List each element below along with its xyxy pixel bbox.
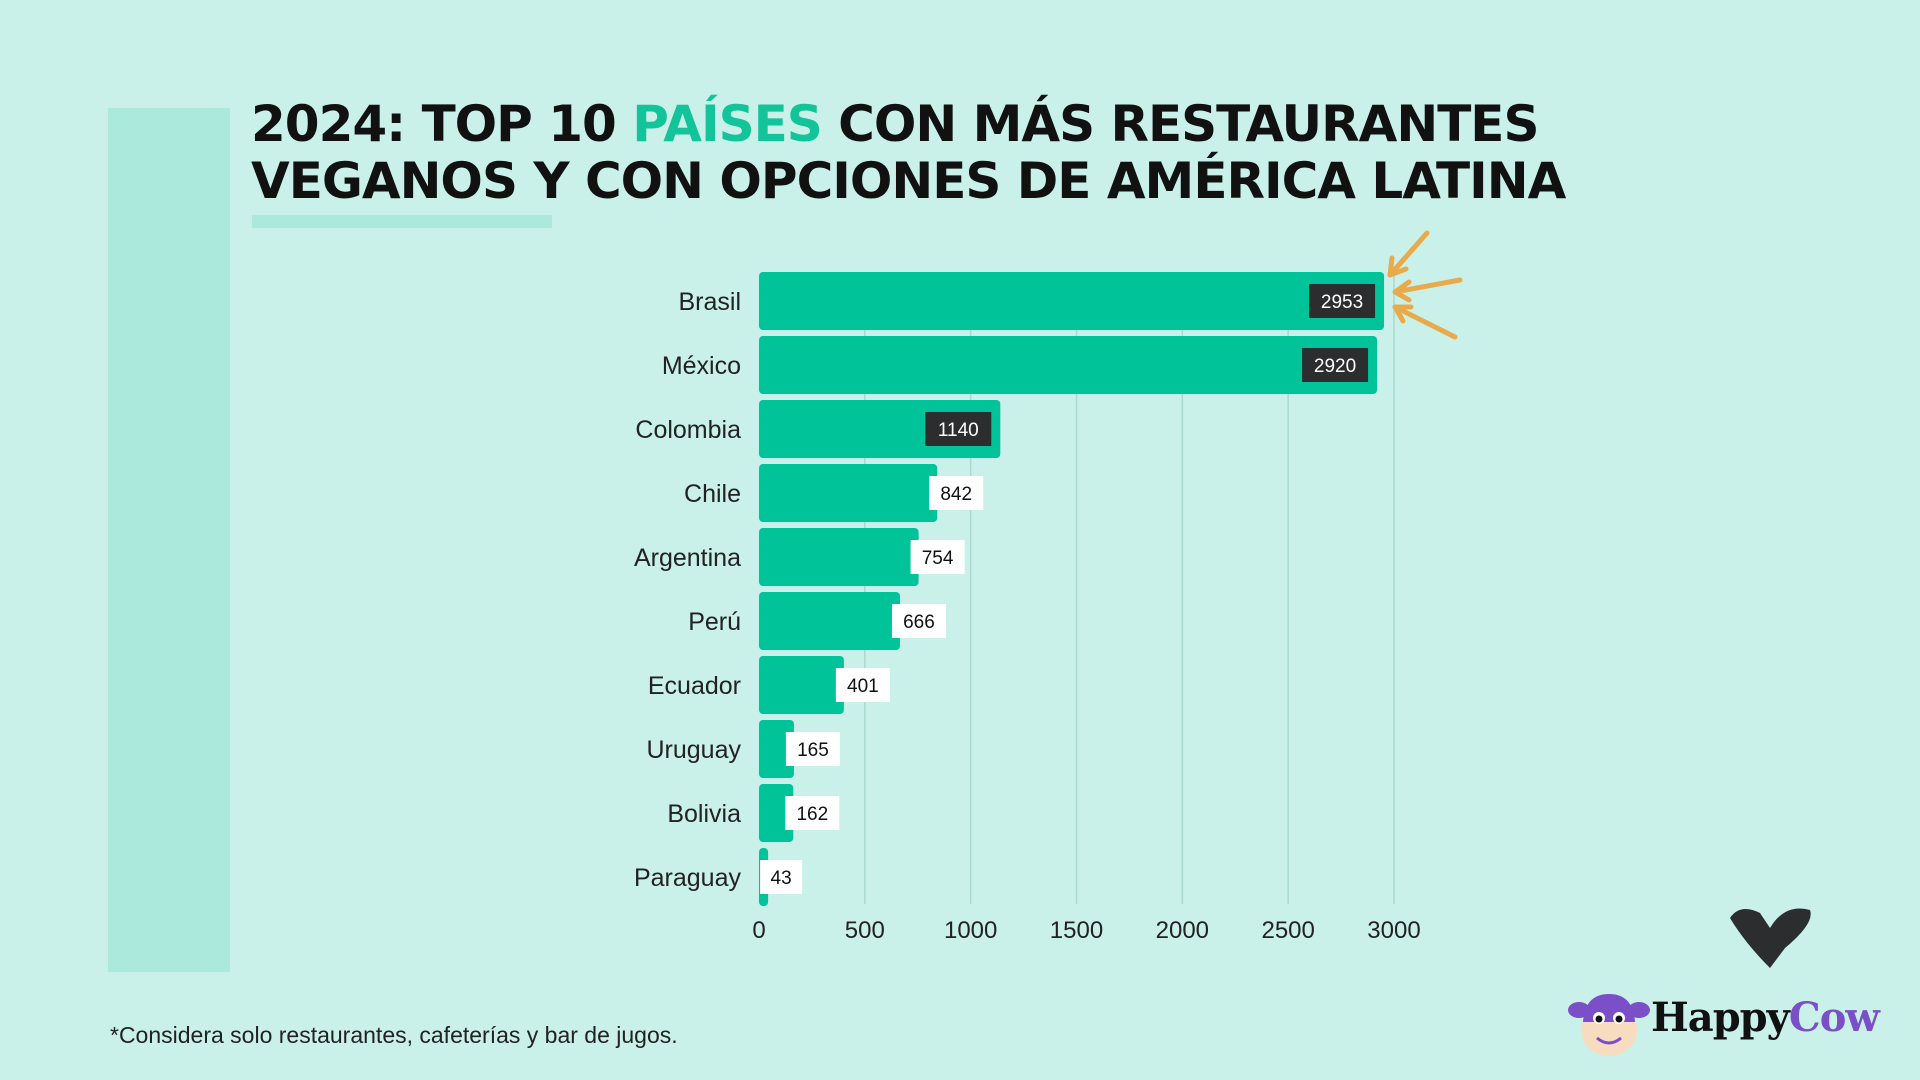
data-label-box bbox=[1302, 348, 1369, 382]
y-category-label: Perú bbox=[688, 608, 741, 636]
data-label: 165 bbox=[797, 740, 829, 761]
bar bbox=[759, 656, 844, 714]
happycow-logo: HappyCow bbox=[1567, 982, 1897, 1062]
logo-text: HappyCow bbox=[1651, 994, 1880, 1041]
x-tick-label: 2500 bbox=[1261, 917, 1314, 944]
bar bbox=[759, 784, 794, 842]
footnote: *Considera solo restaurantes, cafeterías… bbox=[110, 1022, 678, 1048]
data-label: 666 bbox=[903, 612, 935, 633]
data-label-box bbox=[891, 604, 946, 638]
title-text: 2024: TOP 10 bbox=[251, 95, 633, 153]
data-label: 2920 bbox=[1314, 356, 1356, 377]
y-category-label: Chile bbox=[684, 480, 741, 508]
x-tick-label: 2000 bbox=[1156, 917, 1209, 944]
y-category-label: Uruguay bbox=[647, 736, 742, 764]
data-label-box bbox=[835, 668, 890, 702]
x-tick-label: 0 bbox=[752, 917, 765, 944]
title-text: CON MÁS RESTAURANTES bbox=[821, 95, 1539, 153]
title-accent: PAÍSES bbox=[632, 95, 823, 153]
data-label: 754 bbox=[922, 548, 954, 569]
bar bbox=[759, 528, 919, 586]
y-category-label: Bolivia bbox=[667, 800, 741, 828]
decorative-panel bbox=[108, 108, 230, 972]
happycow-mascot-icon bbox=[1568, 994, 1650, 1056]
data-label-box bbox=[925, 412, 992, 446]
page-title: 2024: TOP 10 PAÍSES CON MÁS RESTAURANTES… bbox=[251, 95, 1566, 210]
title-line2: VEGANOS Y CON OPCIONES DE AMÉRICA LATINA bbox=[251, 152, 1566, 210]
x-tick-label: 1500 bbox=[1050, 917, 1103, 944]
bar bbox=[759, 592, 900, 650]
data-label: 162 bbox=[796, 804, 828, 825]
data-label: 1140 bbox=[938, 420, 979, 441]
bar bbox=[759, 464, 938, 522]
data-label: 43 bbox=[771, 868, 792, 889]
y-category-label: Colombia bbox=[635, 416, 741, 444]
y-category-label: Paraguay bbox=[634, 864, 742, 892]
heart-icon bbox=[1730, 908, 1811, 968]
data-label-box bbox=[785, 796, 840, 830]
data-label-box bbox=[1309, 284, 1376, 318]
y-category-label: México bbox=[662, 352, 741, 380]
x-tick-label: 500 bbox=[845, 917, 885, 944]
x-tick-label: 3000 bbox=[1367, 917, 1420, 944]
data-label-box bbox=[910, 540, 965, 574]
y-category-label: Ecuador bbox=[648, 672, 741, 700]
arrows-icon bbox=[1387, 230, 1463, 340]
bar bbox=[759, 336, 1378, 394]
data-label: 842 bbox=[940, 484, 972, 505]
data-label: 401 bbox=[847, 676, 879, 697]
bar bbox=[759, 272, 1385, 330]
y-category-label: Brasil bbox=[678, 288, 741, 316]
y-category-label: Argentina bbox=[634, 544, 741, 572]
title-underline bbox=[252, 215, 552, 228]
data-label: 2953 bbox=[1321, 292, 1363, 313]
data-label-box bbox=[929, 476, 984, 510]
data-label-box bbox=[785, 732, 840, 766]
data-label-box bbox=[760, 860, 803, 894]
bar bbox=[759, 720, 794, 778]
x-tick-label: 1000 bbox=[944, 917, 997, 944]
